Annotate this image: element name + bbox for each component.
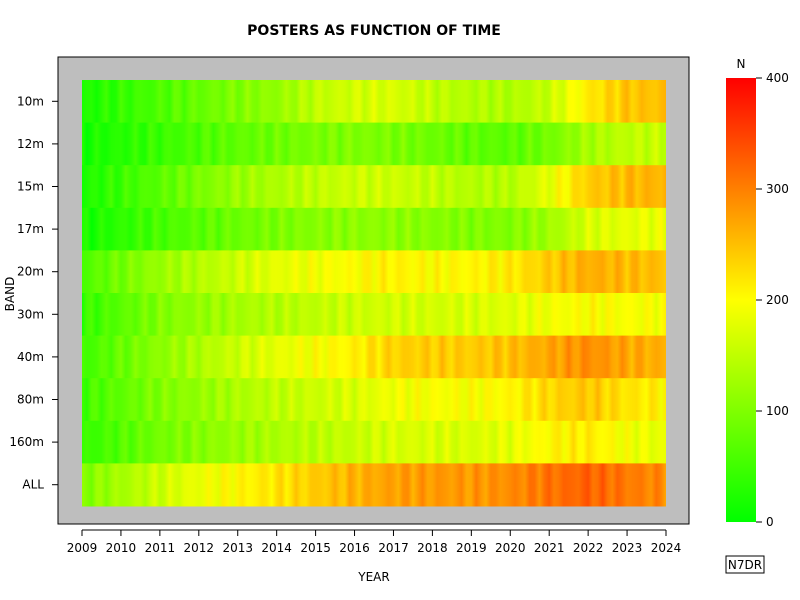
x-axis: 2009 2010 2011 2012 2013 2014 2015 2016 2017 2018… [67, 529, 682, 555]
heatmap-band-15m [82, 165, 666, 209]
x-tick-label: 2010 [106, 541, 137, 555]
y-tick-label: 12m [17, 137, 44, 151]
colorbar-tick-label: 200 [766, 293, 789, 307]
x-tick-label: 2015 [300, 541, 331, 555]
colorbar-tick-label: 400 [766, 71, 789, 85]
heatmap-band-ALL [82, 463, 666, 507]
x-tick-label: 2022 [573, 541, 604, 555]
heatmap-band-17m [82, 207, 666, 251]
x-axis-label: YEAR [357, 570, 389, 584]
heatmap-band-12m [82, 122, 666, 166]
y-tick-label: 30m [17, 307, 44, 321]
x-tick-label: 2014 [261, 541, 292, 555]
heatmap-band-80m [82, 378, 666, 422]
y-tick-label: 17m [17, 222, 44, 236]
y-axis-label: BAND [3, 277, 17, 312]
heatmap-band-160m [82, 420, 666, 464]
x-tick-label: 2024 [651, 541, 682, 555]
y-axis-ticks [52, 100, 58, 486]
x-tick-label: 2016 [339, 541, 370, 555]
colorbar-title: N [737, 57, 746, 71]
colorbar-ticks: 0 100 200 300 400 [756, 71, 789, 529]
heatmap-band-40m [82, 335, 666, 379]
y-tick-label: 15m [17, 180, 44, 194]
heatmap-band-30m [82, 293, 666, 337]
colorbar-tick-label: 100 [766, 404, 789, 418]
x-tick-label: 2023 [612, 541, 643, 555]
colorbar-tick-label: 0 [766, 515, 774, 529]
x-tick-label: 2019 [456, 541, 487, 555]
heatmap-band-20m [82, 250, 666, 294]
x-tick-label: 2013 [222, 541, 253, 555]
colorbar-tick-label: 300 [766, 182, 789, 196]
y-tick-label: ALL [22, 478, 44, 492]
x-tick-label: 2017 [378, 541, 409, 555]
heatmap-cells [82, 80, 666, 507]
y-tick-label: 40m [17, 350, 44, 364]
colorbar [726, 78, 756, 522]
x-tick-label: 2009 [67, 541, 98, 555]
y-tick-label: 20m [17, 265, 44, 279]
credit-label: N7DR [728, 558, 762, 572]
x-tick-label: 2012 [184, 541, 215, 555]
x-tick-label: 2018 [417, 541, 448, 555]
x-tick-label: 2011 [145, 541, 176, 555]
y-tick-label: 10m [17, 94, 44, 108]
x-tick-label: 2021 [534, 541, 565, 555]
chart-title: POSTERS AS FUNCTION OF TIME [247, 23, 501, 39]
credit-box [725, 555, 765, 574]
x-tick-label: 2020 [495, 541, 526, 555]
heatmap-band-10m [82, 80, 666, 124]
y-axis-labels: 10m 12m 15m 17m 20m 30m 40m 80m 160m ALL [9, 94, 44, 491]
y-tick-label: 160m [9, 435, 44, 449]
y-tick-label: 80m [17, 393, 44, 407]
